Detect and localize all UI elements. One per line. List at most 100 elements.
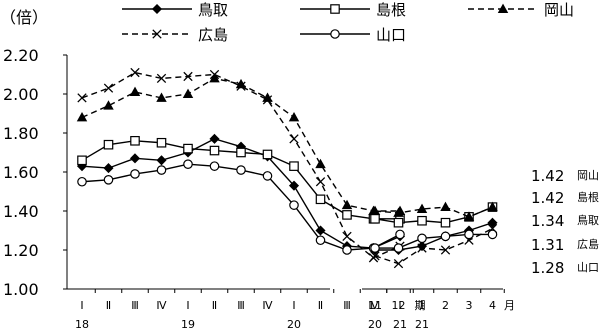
- data-point: [152, 29, 162, 39]
- data-point: [342, 231, 352, 242]
- x-tick-label-quarter: Ⅲ: [131, 299, 139, 312]
- y-tick-label: 1.20: [3, 241, 39, 260]
- series-line: [81, 163, 401, 251]
- data-point-stroke: [77, 93, 87, 103]
- data-point-stroke: [417, 243, 427, 253]
- x-tick-label-quarter: Ⅳ: [368, 299, 379, 312]
- data-point: [288, 111, 300, 122]
- y-tick-label: 1.00: [3, 280, 39, 299]
- data-point: [209, 133, 220, 144]
- legend-label: 鳥取: [198, 1, 228, 19]
- x-tick-label-quarter: Ⅰ: [398, 299, 401, 312]
- x-tick-label-month: 12: [392, 299, 406, 312]
- legend-item: 広島: [122, 26, 228, 44]
- data-point: [156, 73, 167, 84]
- x-tick-label-quarter: Ⅳ: [262, 299, 273, 312]
- data-point-stroke: [342, 231, 352, 242]
- end-label: 1.42 岡山: [531, 167, 599, 185]
- data-point: [417, 215, 427, 226]
- data-point: [487, 229, 498, 240]
- data-point: [315, 158, 326, 169]
- data-point: [416, 241, 428, 252]
- data-point: [183, 159, 193, 169]
- data-point-stroke: [440, 245, 451, 255]
- axes: 2.20 2.00 1.80 1.60 1.40 1.20 1.00 Ⅰ Ⅱ Ⅲ Ⅳ Ⅰ Ⅱ Ⅲ Ⅳ Ⅰ Ⅱ Ⅲ Ⅳ…: [3, 46, 515, 331]
- y-unit-label: （倍）: [0, 8, 48, 27]
- data-point: [341, 199, 353, 210]
- x-tick-label-month: 3: [466, 299, 473, 312]
- x-year-label: 20: [287, 318, 301, 331]
- legend-item: 岡山: [468, 1, 574, 19]
- data-point: [209, 69, 220, 80]
- x-tick-label-quarter: Ⅱ: [106, 299, 111, 312]
- legend-label: 広島: [198, 26, 228, 44]
- data-point: [315, 235, 326, 246]
- data-point: [130, 67, 140, 78]
- end-label: 1.31 広島: [531, 236, 599, 254]
- x-year-label: 18: [75, 318, 89, 331]
- data-point: [440, 231, 451, 242]
- data-point: [315, 194, 326, 205]
- data-point: [130, 169, 140, 179]
- end-label-name: 鳥取: [577, 213, 599, 227]
- data-point: [130, 136, 140, 146]
- x-tick-label-quarter: Ⅱ: [212, 299, 217, 312]
- y-tick-label: 2.00: [3, 85, 39, 104]
- data-point: [330, 4, 340, 14]
- end-label-value: 1.34: [531, 212, 564, 230]
- x-year-label: 20: [368, 318, 382, 331]
- data-point: [417, 233, 427, 244]
- data-point: [103, 175, 114, 185]
- plot-area: [76, 67, 498, 269]
- data-point: [156, 137, 167, 148]
- end-label-value: 1.42: [531, 189, 564, 207]
- data-point: [129, 86, 141, 97]
- end-label: 1.28 山口: [531, 259, 599, 277]
- x-tick-label-month: 11: [368, 299, 382, 312]
- data-point: [236, 81, 246, 91]
- data-point: [262, 149, 273, 160]
- data-point: [395, 229, 405, 240]
- data-point: [463, 211, 475, 221]
- data-point: [156, 155, 167, 166]
- legend-item: 山口: [300, 26, 406, 44]
- data-point: [183, 71, 193, 82]
- end-label-name: 山口: [577, 261, 599, 274]
- y-tick-label: 1.60: [3, 163, 39, 182]
- data-point: [156, 165, 167, 175]
- data-point: [77, 155, 87, 166]
- data-point-stroke: [103, 83, 114, 93]
- data-point: [76, 111, 88, 122]
- end-label-value: 1.28: [531, 259, 564, 277]
- series-line: [374, 227, 493, 265]
- data-point-stroke: [209, 69, 220, 80]
- data-point: [183, 143, 193, 154]
- data-point: [369, 205, 381, 215]
- data-point: [315, 225, 326, 236]
- data-point: [209, 145, 220, 156]
- data-point: [156, 92, 167, 102]
- legend-label: 山口: [376, 26, 406, 44]
- data-point: [464, 229, 474, 240]
- series-岡山: [76, 72, 498, 221]
- data-point: [440, 217, 451, 228]
- end-label: 1.42 島根: [531, 189, 599, 207]
- end-label-name: 島根: [577, 190, 599, 204]
- data-point: [342, 245, 352, 255]
- end-label-value: 1.31: [531, 236, 564, 254]
- data-point-stroke: [315, 177, 326, 187]
- series-line: [374, 206, 493, 218]
- data-point: [289, 134, 299, 144]
- y-tick-label: 1.80: [3, 124, 39, 143]
- x-tick-label-quarter: Ⅰ: [292, 299, 295, 312]
- data-point: [370, 243, 380, 253]
- data-point-stroke: [156, 73, 167, 84]
- data-point-stroke: [183, 71, 193, 82]
- series-島根: [77, 136, 498, 228]
- y-tick-label: 2.20: [3, 46, 39, 65]
- data-point: [129, 153, 141, 164]
- series-line: [375, 222, 493, 251]
- data-point: [315, 177, 326, 187]
